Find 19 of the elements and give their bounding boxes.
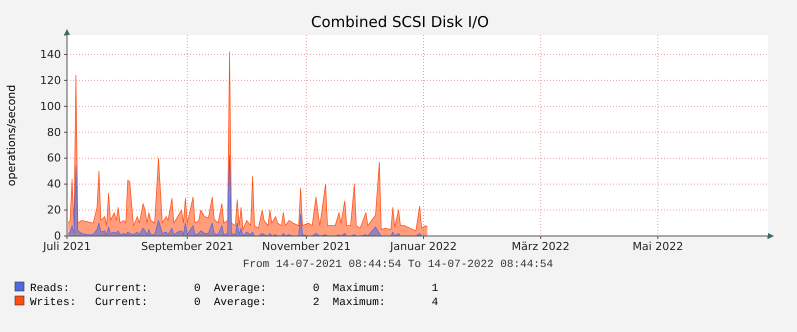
y-tick-label: 40	[47, 178, 61, 191]
x-tick-label: November 2021	[262, 240, 351, 253]
text: Current: 0 Average: 2 Maximum: 4	[95, 297, 439, 309]
text: From 14-07-2021 08:44:54 To 14-07-2022 08:44:54	[242, 259, 554, 271]
chart-title: Combined SCSI Disk I/O	[311, 13, 489, 31]
legend-label: Reads:	[30, 283, 70, 295]
x-tick-label: September 2021	[141, 240, 234, 253]
y-tick-label: 120	[40, 74, 61, 87]
x-tick-label: März 2022	[512, 240, 570, 253]
y-tick-label: 140	[40, 48, 61, 61]
y-tick-label: 20	[47, 204, 61, 217]
x-tick-label: Januar 2022	[389, 240, 457, 253]
legend-label: Writes:	[30, 297, 76, 309]
y-tick-label: 100	[40, 100, 61, 113]
y-tick-label: 60	[47, 152, 61, 165]
y-tick-label: 80	[47, 126, 61, 139]
text: Current: 0 Average: 0 Maximum: 1	[95, 283, 439, 295]
y-axis-title: operations/second	[5, 84, 18, 186]
x-tick-label: Mai 2022	[632, 240, 684, 253]
